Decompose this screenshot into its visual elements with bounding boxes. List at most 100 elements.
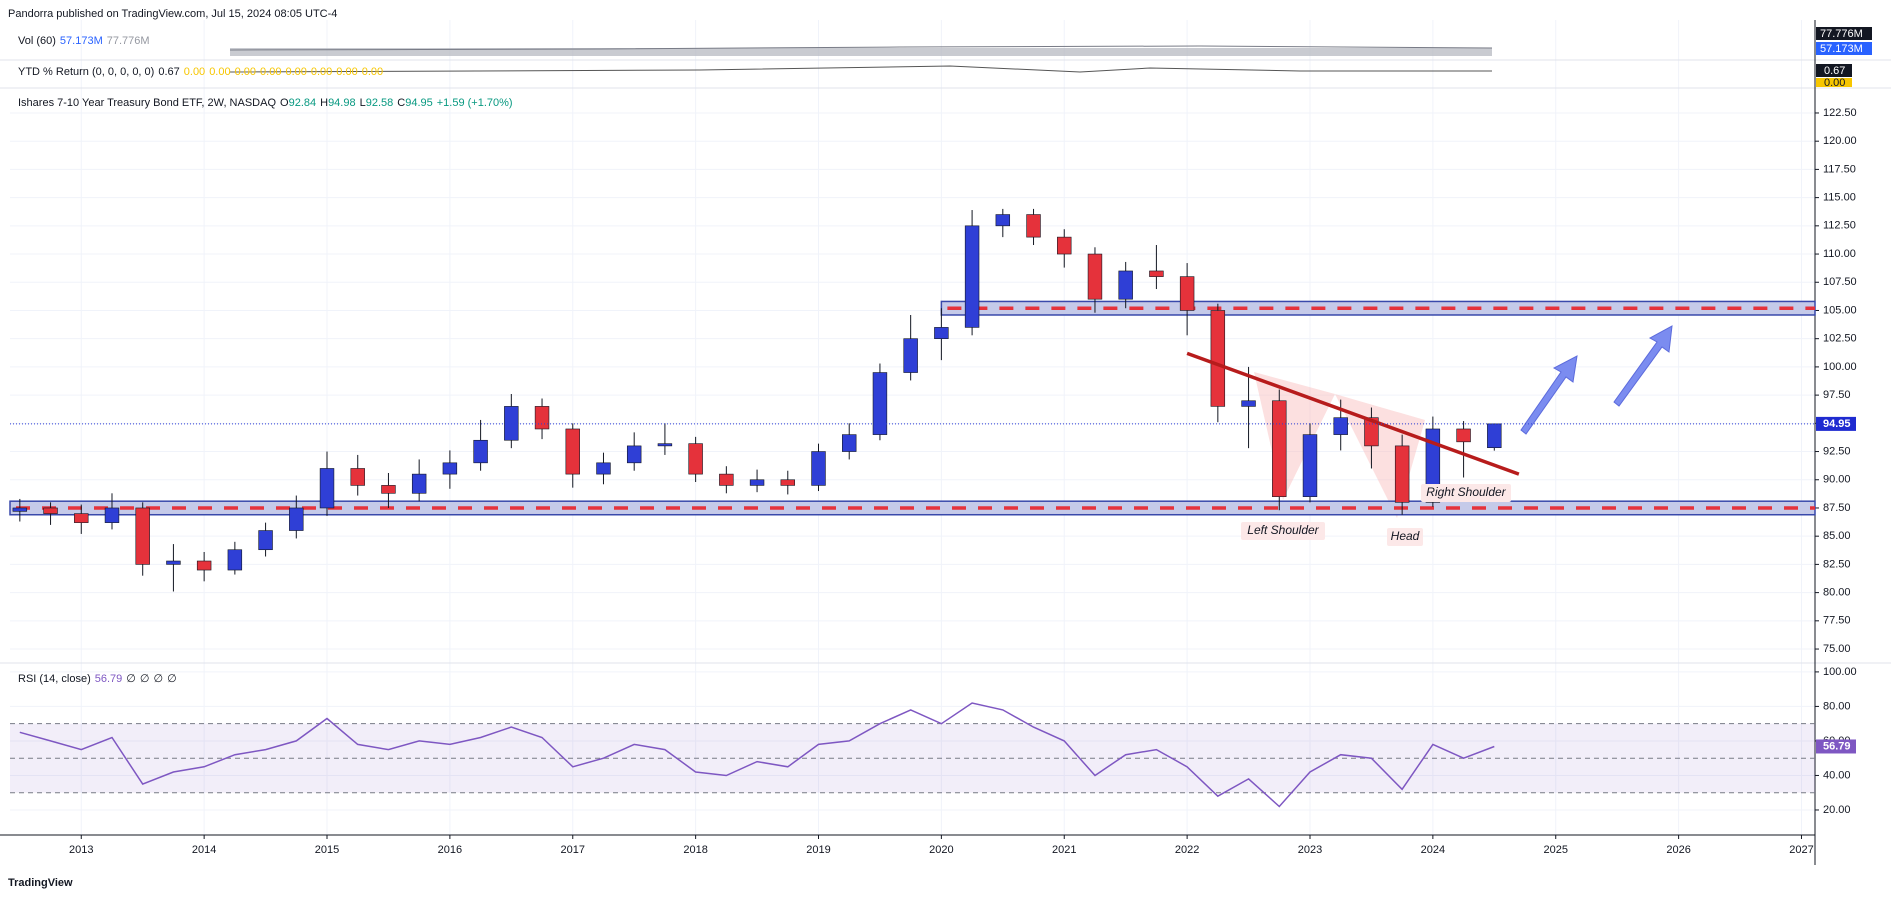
candle-body: [1057, 236, 1072, 255]
annotation-box: [1387, 528, 1423, 546]
y-tick-label: 87.50: [1823, 502, 1851, 514]
ytd-axis-label: 0.67: [1824, 65, 1845, 77]
candle-body: [872, 372, 888, 435]
ohlc-key: H: [320, 97, 329, 109]
x-tick-label: 2025: [1543, 844, 1567, 856]
candle-body: [1241, 400, 1256, 407]
candle-body: [934, 327, 949, 339]
projection-arrow: [1520, 325, 1673, 435]
x-tick-label: 2017: [561, 844, 585, 856]
candle-body: [104, 507, 120, 523]
y-tick-label: 82.50: [1823, 558, 1851, 570]
ohlc-item: C94.95: [397, 97, 432, 109]
x-tick-label: 2015: [315, 844, 339, 856]
candle-body: [1364, 417, 1379, 447]
axis-label-box: [1816, 42, 1872, 55]
y-tick-label: 110.00: [1823, 248, 1856, 260]
legend-value: 56.79: [94, 673, 123, 685]
candle-body: [289, 507, 304, 531]
y-tick-label: 75.00: [1823, 643, 1851, 655]
annotation-box: [1421, 484, 1511, 502]
ohlc-item: H94.98: [320, 97, 355, 109]
ohlc-value: 92.84: [288, 97, 317, 109]
volume-area: [230, 48, 1492, 56]
ytd-axis-label: 0.00: [1824, 77, 1845, 89]
candle-body: [657, 443, 673, 447]
legend-value: 77.776M: [106, 35, 150, 47]
y-tick-label: 112.50: [1823, 220, 1856, 232]
y-tick-label: 80.00: [1823, 587, 1851, 599]
candle-body: [1087, 253, 1103, 300]
candle-body: [596, 462, 611, 475]
candle-body: [1272, 400, 1287, 497]
candle-body: [350, 468, 365, 486]
candle-body: [1456, 428, 1471, 443]
y-tick-label: 120.00: [1823, 135, 1857, 147]
legend-name: RSI (14, close): [18, 673, 91, 685]
ohlc-value: 94.98: [328, 97, 356, 109]
ohlc-value: 92.58: [365, 97, 394, 109]
candle-body: [842, 434, 857, 452]
x-tick-label: 2019: [806, 844, 830, 856]
candle-body: [166, 560, 181, 565]
legend-value: ∅: [167, 673, 177, 685]
candle-body: [504, 406, 519, 441]
rsi-line: [19, 702, 1495, 808]
candle-body: [964, 225, 980, 328]
y-tick-label: 85.00: [1823, 530, 1851, 542]
y-tick-label: 90.00: [1823, 474, 1851, 486]
legend-value: 0.00: [310, 66, 333, 78]
x-tick-label: 2024: [1421, 844, 1445, 856]
y-tick-label: 100.00: [1823, 361, 1857, 373]
y-tick-label: 115.00: [1823, 192, 1856, 204]
axis-label-box: [1816, 78, 1852, 87]
y-tick-label: 100.00: [1823, 666, 1857, 678]
vol-value-label: 57.173M: [1820, 43, 1863, 55]
legend-name: Vol (60): [18, 35, 56, 47]
candle-body: [626, 445, 642, 464]
footer-logo: TradingView: [8, 877, 73, 889]
candle-body: [381, 485, 396, 494]
y-tick-label: 20.00: [1823, 804, 1851, 816]
candle-body: [196, 560, 212, 571]
axis-label-box: [1816, 64, 1852, 77]
candle-body: [258, 530, 273, 551]
annotation: Head: [1391, 529, 1420, 543]
candle-body: [74, 513, 89, 523]
legend-value: 0.00: [209, 66, 231, 78]
legend-value: 0.00: [234, 66, 257, 78]
x-tick-label: 2013: [69, 844, 93, 856]
annotation: Left Shoulder: [1247, 523, 1319, 537]
ohlc-key: O: [280, 97, 289, 109]
legend-value: 0.67: [158, 66, 180, 78]
legend-name: YTD % Return (0, 0, 0, 0, 0): [18, 66, 155, 78]
candle-body: [1149, 270, 1164, 277]
candle-body: [1118, 270, 1133, 300]
legend-value: 0.00: [260, 66, 282, 78]
rsi-label-box: [1816, 739, 1856, 754]
price-label: 94.95: [1823, 418, 1851, 430]
ohlc-item: O92.84: [280, 97, 316, 109]
candle-body: [688, 443, 703, 475]
candle-body: [442, 462, 458, 475]
rsi-legend: RSI (14, close) 56.79 ∅ ∅ ∅ ∅: [18, 672, 181, 685]
axis-label-box: [1816, 27, 1872, 40]
y-tick-label: 77.50: [1823, 615, 1851, 627]
change: +1.59 (+1.70%): [436, 97, 513, 109]
y-tick-label: 102.50: [1823, 333, 1857, 345]
legend-value: 0.00: [336, 66, 358, 78]
candle-body: [1179, 276, 1195, 311]
candle-body: [473, 439, 488, 464]
candle-body: [1210, 310, 1226, 407]
legend-name: Ishares 7-10 Year Treasury Bond ETF, 2W,…: [18, 97, 277, 109]
candle-body: [1333, 417, 1348, 435]
x-tick-label: 2018: [683, 844, 707, 856]
legend-value: ∅: [153, 673, 164, 685]
x-tick-label: 2020: [929, 844, 953, 856]
y-tick-label: 117.50: [1823, 163, 1856, 175]
ohlc-key: L: [359, 97, 366, 109]
candle-body: [411, 473, 427, 494]
legend-value: 57.173M: [59, 35, 103, 47]
